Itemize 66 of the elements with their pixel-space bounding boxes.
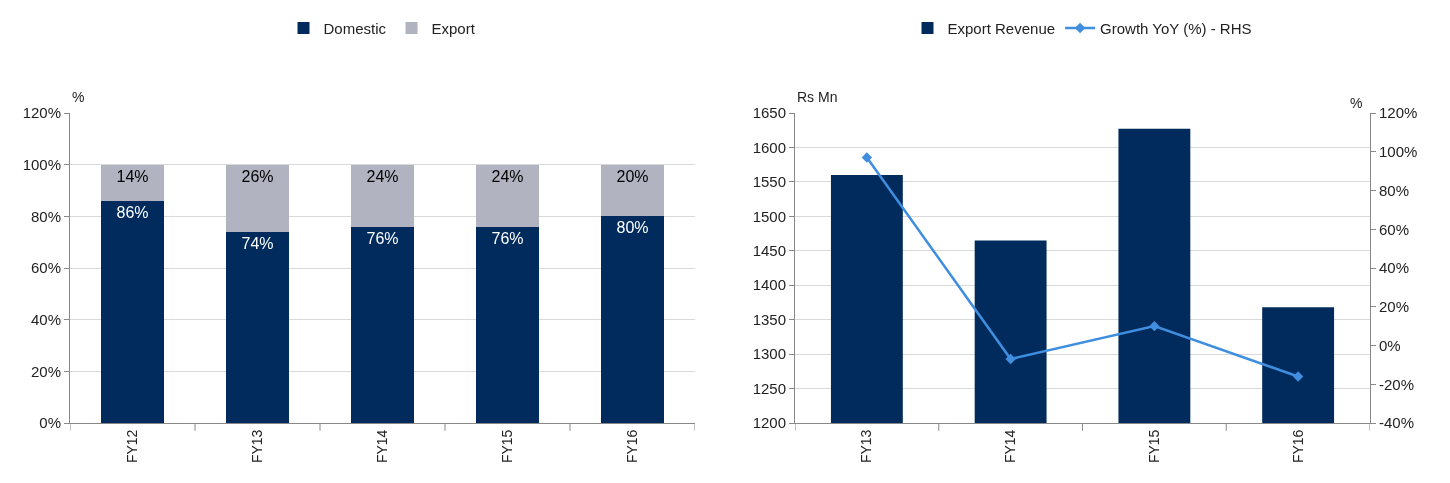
y2-tick-label: 60%	[1379, 220, 1410, 238]
y2-axis-title: %	[1350, 95, 1363, 111]
data-label: 14%	[116, 167, 149, 185]
y-tick-label: 1400	[752, 276, 786, 294]
x-tick-label: FY12	[124, 429, 141, 464]
x-tick-label: FY16	[1289, 429, 1306, 464]
bar	[476, 226, 539, 423]
x-tick-label: FY13	[858, 429, 875, 464]
y-tick-label: 120%	[22, 104, 61, 122]
y2-tick-label: 40%	[1379, 259, 1410, 277]
point	[1149, 320, 1160, 332]
y-tick-label: 1550	[752, 173, 786, 191]
x-tick-label: FY13	[249, 429, 266, 464]
bar	[101, 200, 164, 423]
y-tick-label: 1600	[752, 138, 786, 156]
y2-tick-label: -20%	[1379, 375, 1415, 393]
y-tick-label: 1350	[752, 310, 786, 328]
y2-tick-label: 100%	[1379, 143, 1418, 160]
legend-label: Domestic	[323, 19, 387, 37]
bar	[226, 164, 289, 232]
y-axis-title: %	[72, 89, 85, 105]
y-tick-label: 0%	[39, 414, 61, 432]
x-tick-label: FY15	[499, 429, 516, 464]
bar	[351, 164, 414, 227]
bar	[101, 164, 164, 201]
y-tick-label: 1200	[752, 414, 786, 432]
x-tick-label: FY16	[624, 429, 641, 464]
point	[1005, 353, 1016, 365]
x-tick-label: FY15	[1145, 429, 1162, 464]
data-label: 76%	[366, 229, 399, 247]
y-tick-label: 1250	[752, 379, 786, 397]
bar	[226, 231, 289, 423]
y2-tick-label: 120%	[1379, 104, 1418, 122]
x-tick-label: FY14	[1002, 429, 1019, 464]
y-tick-label: 1450	[752, 242, 786, 260]
y-tick-label: 1500	[752, 207, 786, 225]
legend-label: Growth YoY (%) - RHS	[1100, 19, 1252, 37]
y-tick-label: 40%	[30, 310, 61, 328]
bar	[476, 164, 539, 227]
y-tick-label: 20%	[30, 362, 61, 380]
y-tick-label: 80%	[30, 207, 61, 225]
data-label: 86%	[116, 203, 149, 221]
point	[1292, 371, 1304, 382]
data-label: 24%	[491, 167, 524, 185]
data-label: 80%	[616, 219, 649, 237]
legend-label: Export	[431, 19, 476, 37]
point	[861, 152, 873, 163]
y2-tick-label: -40%	[1379, 414, 1415, 432]
data-label: 24%	[366, 167, 399, 185]
y2-tick-label: 80%	[1379, 181, 1410, 199]
data-label: 20%	[616, 167, 649, 185]
data-label: 74%	[241, 234, 274, 252]
y-axis-title: Rs Mn	[797, 89, 838, 105]
y-tick-label: 100%	[22, 155, 61, 173]
y-tick-label: 1650	[752, 104, 786, 122]
bar	[601, 164, 664, 217]
data-label: 76%	[491, 229, 524, 247]
y2-tick-label: 0%	[1379, 336, 1401, 354]
data-label: 26%	[241, 167, 274, 185]
bar	[351, 226, 414, 423]
legend-label: Export Revenue	[947, 19, 1056, 37]
bar	[601, 216, 664, 423]
y-tick-label: 1300	[752, 345, 786, 363]
x-tick-label: FY14	[374, 429, 391, 464]
y-tick-label: 60%	[30, 259, 61, 277]
y2-tick-label: 20%	[1379, 298, 1410, 315]
